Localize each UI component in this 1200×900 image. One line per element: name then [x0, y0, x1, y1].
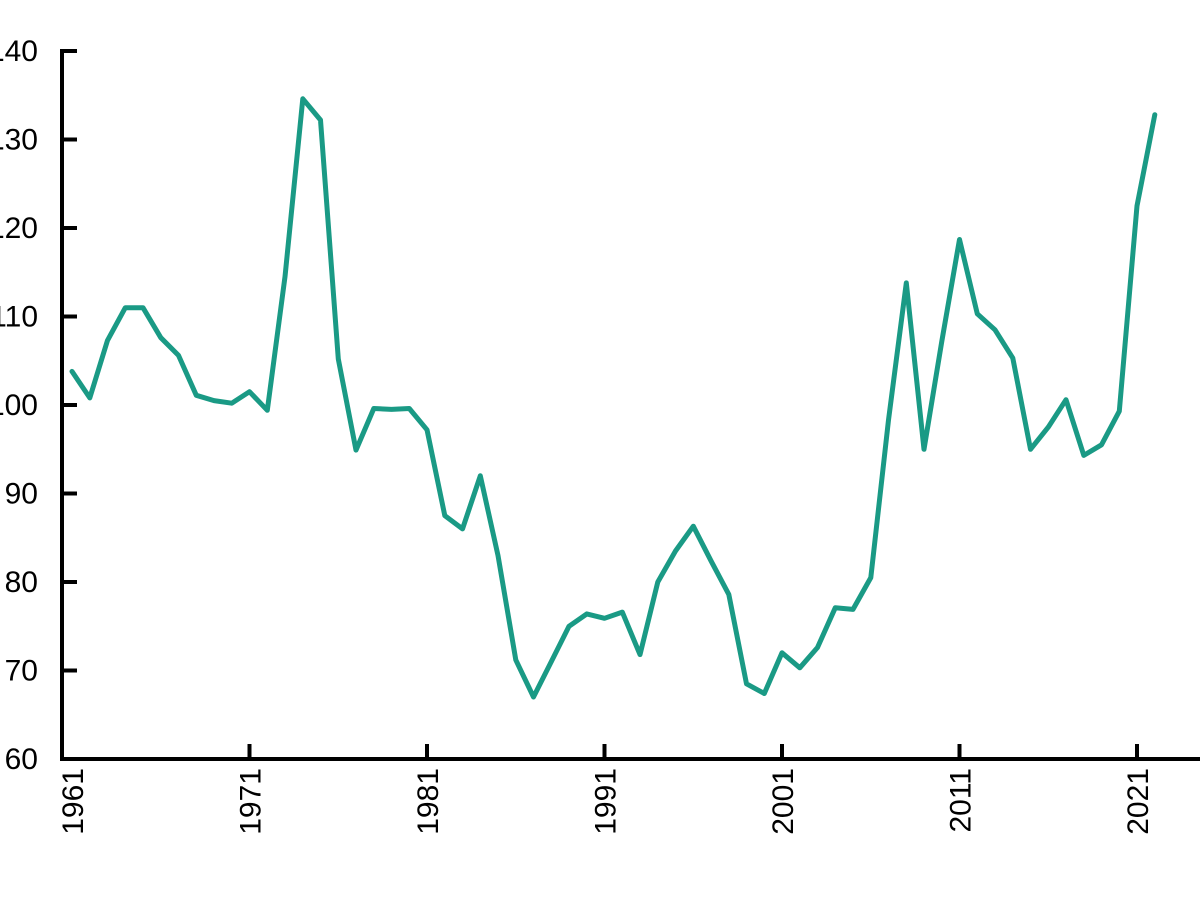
y-tick-label: 130	[0, 124, 38, 157]
y-ticks: 60 70 80 90 100 110 120 130 140	[0, 35, 77, 776]
y-tick-label: 140	[0, 35, 38, 68]
x-tick-label: 2001	[767, 768, 800, 835]
x-tick-label: 1981	[412, 768, 445, 835]
x-tick-label: 2011	[945, 768, 978, 833]
y-tick-label: 60	[5, 743, 38, 776]
y-tick-label: 120	[0, 212, 38, 245]
y-tick-label: 90	[5, 478, 38, 511]
x-tick-label: 1961	[57, 768, 90, 835]
x-tick-label: 2021	[1122, 768, 1155, 835]
y-tick-label: 100	[0, 389, 38, 422]
series-line	[69, 96, 1158, 700]
x-tick-label: 1991	[590, 768, 623, 835]
y-tick-label: 110	[0, 301, 38, 334]
y-tick-label: 80	[5, 566, 38, 599]
x-tick-label: 1971	[235, 768, 268, 835]
x-ticks: 19611971198119912001201120212031	[57, 744, 1155, 835]
y-tick-label: 70	[5, 655, 38, 688]
